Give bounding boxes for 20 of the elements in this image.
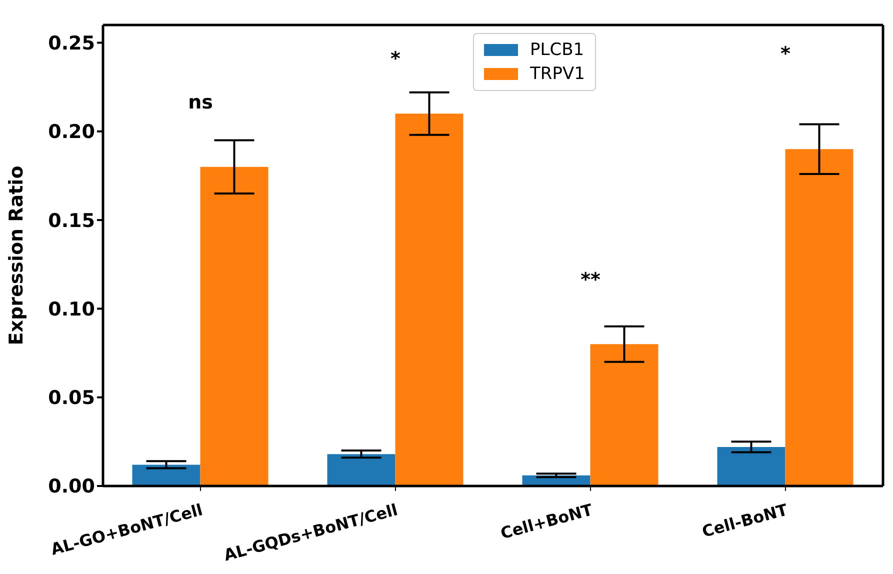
annotation: * — [390, 48, 401, 70]
bar — [132, 464, 200, 486]
bar — [395, 114, 464, 486]
legend-label: TRPV1 — [530, 63, 585, 86]
annotation: ns — [188, 92, 213, 114]
y-tick-label: 0.25 — [48, 32, 95, 54]
bar — [785, 149, 854, 486]
annotation: ** — [580, 269, 600, 292]
bar — [590, 344, 658, 486]
y-tick-label: 0.20 — [48, 121, 95, 144]
annotation: * — [780, 43, 791, 66]
y-tick-label: 0.10 — [48, 298, 95, 320]
bar — [717, 446, 786, 486]
y-tick-label: 0.00 — [48, 476, 95, 498]
y-tick-label: 0.15 — [48, 210, 95, 232]
legend-label: PLCB1 — [530, 39, 584, 62]
y-axis-title: Expression Ratio — [6, 166, 28, 346]
bar — [327, 454, 396, 486]
bar — [200, 166, 268, 486]
y-tick-label: 0.05 — [48, 387, 95, 410]
